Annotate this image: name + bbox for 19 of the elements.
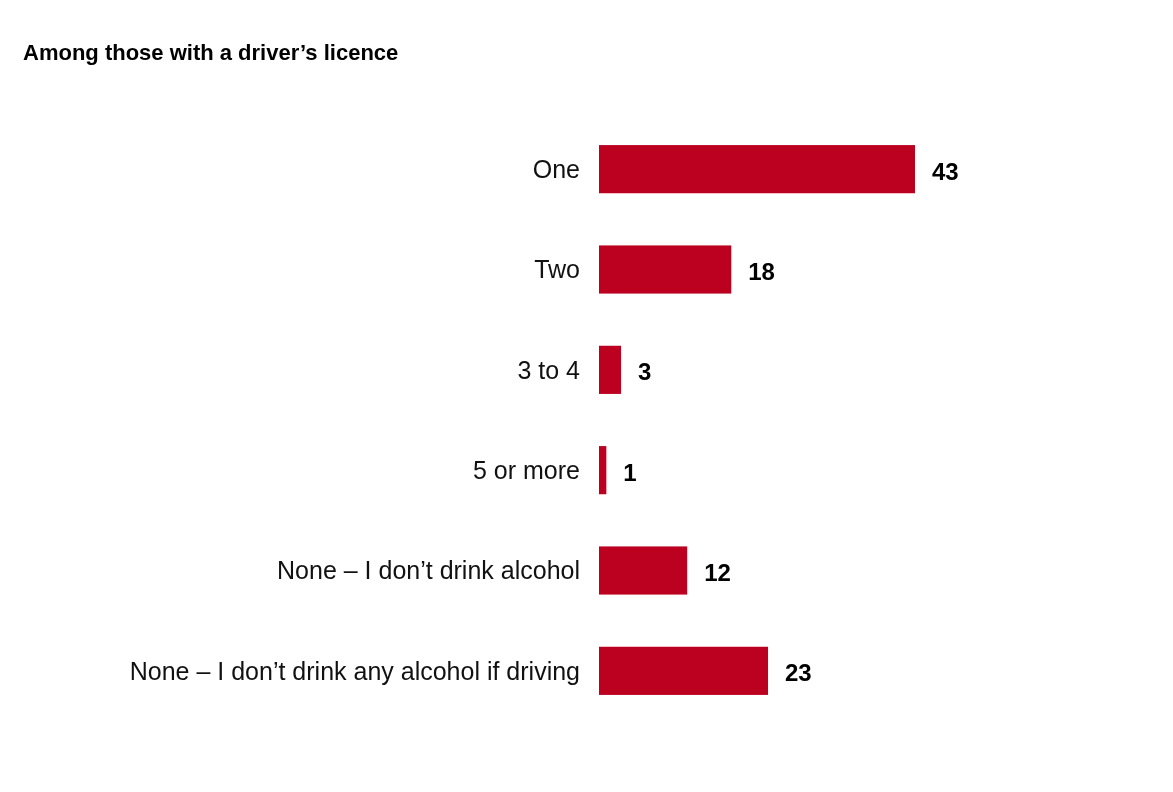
y-tick-label: 5 or more	[473, 455, 580, 484]
y-tick-label: None – I don’t drink any alcohol if driving	[129, 656, 580, 685]
data-label: 23	[785, 659, 812, 687]
data-label: 1	[623, 458, 637, 486]
data-label: 3	[638, 358, 652, 386]
y-tick-label: 3 to 4	[517, 355, 581, 384]
y-tick-label: None – I don’t drink alcohol	[277, 556, 580, 585]
bar	[599, 345, 622, 394]
data-label: 18	[748, 257, 775, 285]
bar	[599, 446, 607, 495]
bar	[599, 646, 769, 695]
y-tick-label: Two	[534, 255, 580, 284]
y-tick-label: One	[532, 154, 580, 183]
bar	[599, 546, 688, 595]
text: Among those with a driver’s licence	[23, 40, 399, 65]
bar	[599, 145, 915, 194]
data-label: 43	[932, 157, 959, 185]
bar	[599, 245, 732, 294]
data-label: 12	[704, 558, 731, 586]
